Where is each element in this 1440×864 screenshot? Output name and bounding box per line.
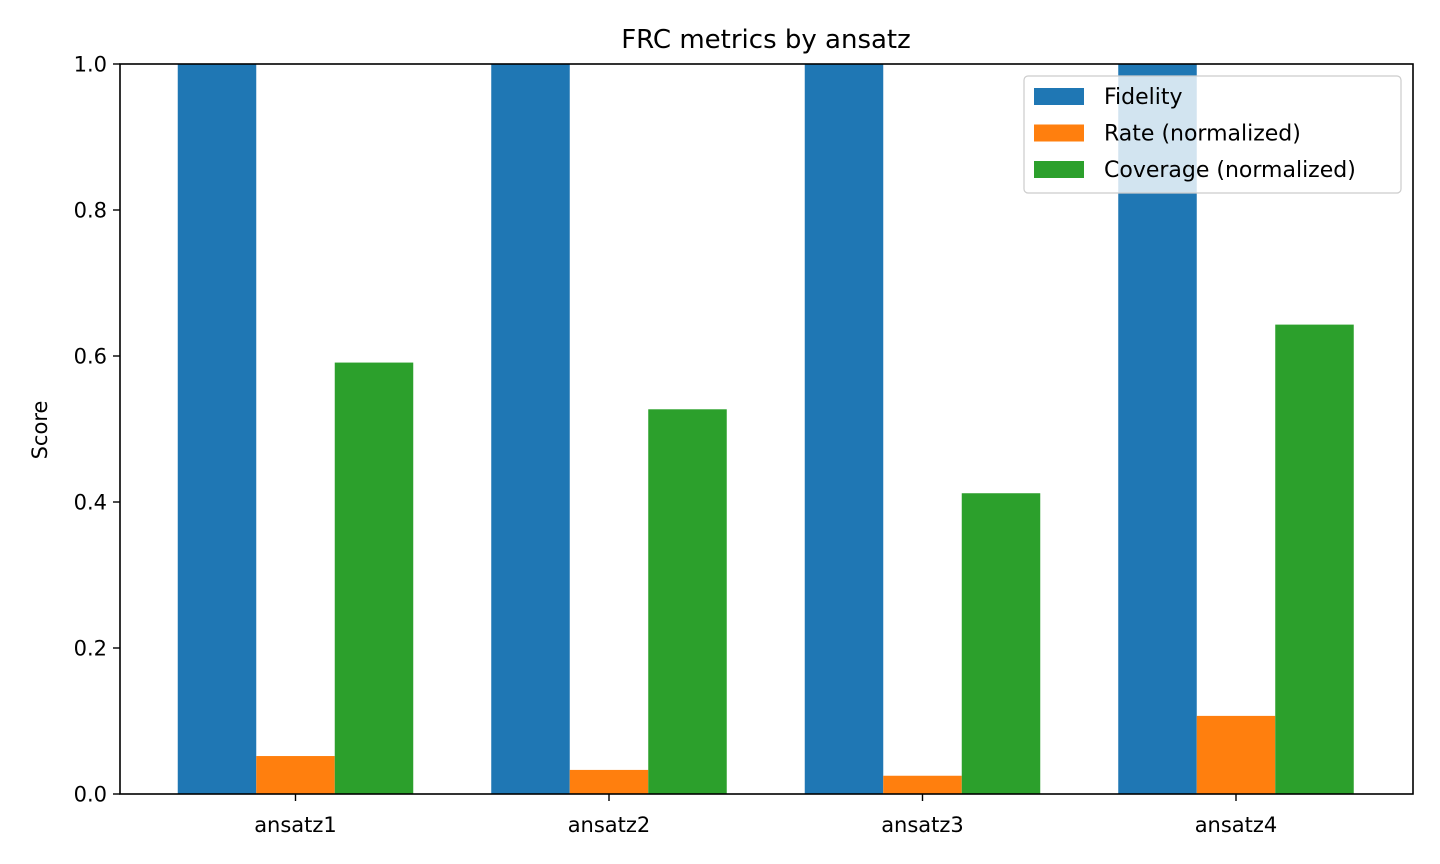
plot-frame bbox=[119, 63, 1414, 795]
axes-group: 0.0 0.2 0.4 0.6 0.8 1.0 ansatz1 ansatz2 ansatz3 a… bbox=[74, 53, 1414, 837]
bar-fidelity-ansatz2 bbox=[491, 64, 570, 794]
x-tick-label: ansatz3 bbox=[881, 813, 964, 837]
x-tick-label: ansatz2 bbox=[568, 813, 651, 837]
bar-rate-normalized-ansatz4 bbox=[1196, 715, 1276, 794]
legend-box bbox=[1023, 75, 1402, 194]
y-tick-label: 0.6 bbox=[74, 345, 107, 369]
bar-coverage-normalized-ansatz2 bbox=[648, 409, 727, 794]
bar-fidelity-ansatz1 bbox=[177, 64, 257, 794]
legend-label: Fidelity bbox=[1104, 85, 1183, 110]
y-axis-label: Score bbox=[28, 401, 52, 460]
legend-label: Rate (normalized) bbox=[1104, 122, 1301, 147]
legend: Fidelity Rate (normalized) Coverage (norma… bbox=[1023, 75, 1402, 194]
legend-label: Coverage (normalized) bbox=[1104, 158, 1356, 183]
y-tick-label: 0.4 bbox=[74, 491, 107, 515]
legend-swatch bbox=[1034, 161, 1084, 178]
x-tick-label: ansatz4 bbox=[1195, 813, 1278, 837]
bar-coverage-normalized-ansatz1 bbox=[334, 362, 414, 794]
y-tick-label: 0.0 bbox=[74, 783, 107, 807]
bar-rate-normalized-ansatz1 bbox=[256, 756, 335, 794]
y-tick-label: 0.8 bbox=[74, 199, 107, 223]
bar-rate-normalized-ansatz3 bbox=[883, 775, 962, 794]
legend-swatch bbox=[1034, 124, 1084, 142]
x-tick-label: ansatz1 bbox=[254, 813, 337, 837]
chart-title: FRC metrics by ansatz bbox=[621, 25, 911, 55]
y-tick-label: 1.0 bbox=[74, 53, 107, 77]
legend-swatch bbox=[1034, 88, 1084, 105]
bar-coverage-normalized-ansatz3 bbox=[961, 493, 1041, 794]
bar-coverage-normalized-ansatz4 bbox=[1275, 324, 1354, 794]
bar-rate-normalized-ansatz2 bbox=[569, 769, 649, 794]
bar-fidelity-ansatz3 bbox=[804, 64, 884, 794]
y-tick-label: 0.2 bbox=[74, 637, 107, 661]
